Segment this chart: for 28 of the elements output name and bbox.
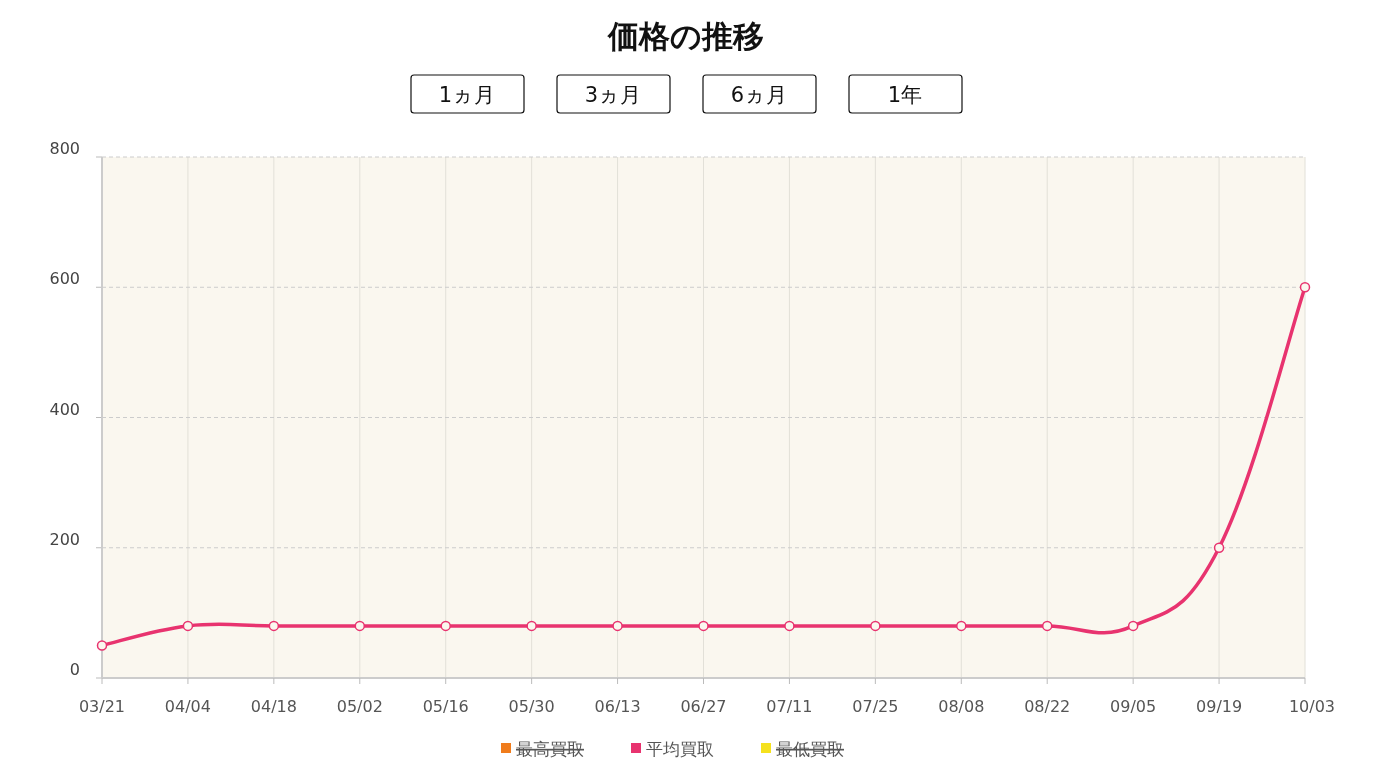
- x-tick-label: 05/02: [336, 697, 383, 716]
- chart-title: 価格の推移: [607, 18, 764, 54]
- x-tick-label: 07/25: [852, 697, 899, 716]
- button: 3ヵ月: [556, 74, 671, 114]
- x-tick-label: 10/03: [1288, 697, 1335, 716]
- x-tick-label: 03/21: [78, 697, 126, 716]
- x-tick-label: 09/19: [1196, 697, 1243, 716]
- button: 1年: [848, 74, 963, 114]
- button: 1ヵ月: [410, 74, 525, 114]
- x-tick-label: 09/05: [1110, 697, 1157, 716]
- x-tick-label: 06/27: [680, 697, 727, 716]
- y-tick-label: 800: [49, 139, 80, 158]
- x-tick-label: 05/30: [508, 697, 555, 716]
- y-tick-label: 200: [49, 529, 80, 549]
- legend-label: 最高買取: [516, 739, 584, 759]
- y-tick-label: 400: [49, 399, 80, 419]
- x-tick-label: 05/16: [422, 697, 469, 716]
- x-tick-label: 08/08: [938, 697, 985, 716]
- x-tick-label: 07/11: [766, 697, 813, 716]
- legend-label: 最低買取: [776, 739, 844, 759]
- x-tick-label: 04/04: [164, 697, 211, 716]
- legend-label: 平均買取: [646, 739, 714, 759]
- button: 6ヵ月: [702, 74, 817, 114]
- y-tick-label: 600: [49, 269, 80, 289]
- x-tick-label: 04/18: [250, 697, 297, 716]
- y-tick-label: 0: [69, 660, 80, 679]
- x-tick-label: 08/22: [1024, 697, 1071, 716]
- x-tick-label: 06/13: [594, 697, 641, 716]
